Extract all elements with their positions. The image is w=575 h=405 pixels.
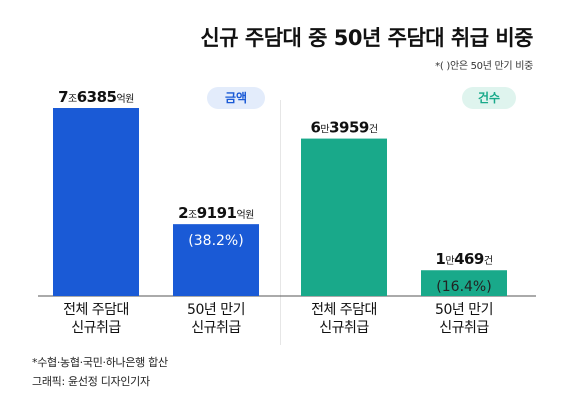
chart-title: 신규 주담대 중 50년 주담대 취급 비중 [200,26,533,50]
axis-label-line2: 신규취급 [71,320,121,336]
bar-count-0 [301,138,387,296]
share-label-amount: (38.2%) [188,233,243,249]
axis-label-amount-total: 전체 주담대 신규취급 [40,301,152,337]
axis-label-line1: 전체 주담대 [63,302,129,318]
axis-label-line1: 전체 주담대 [311,302,377,318]
value-label-amount-0: 7조6385억원 [58,88,134,106]
axis-label-count-50y: 50년 만기 신규취급 [408,301,520,337]
axis-label-line2: 신규취급 [191,320,241,336]
bar-amount-0 [53,108,139,296]
bar-count-1 [421,270,507,296]
axis-label-line2: 신규취급 [439,320,489,336]
value-label-count-0: 6만3959건 [310,119,377,137]
amount-pill: 금액 [207,87,265,109]
axis-label-line2: 신규취급 [319,320,369,336]
share-label-count: (16.4%) [436,279,491,295]
axis-label-amount-50y: 50년 만기 신규취급 [160,301,272,337]
footnote-banks: *수협·농협·국민·하나은행 합산 [32,356,168,369]
count-pill: 건수 [462,87,516,109]
value-label-amount-1: 2조9191억원 [178,204,254,222]
bar-amount-1 [173,224,259,296]
footnote-credit: 그래픽: 윤선정 디자인기자 [32,375,150,388]
axis-label-count-total: 전체 주담대 신규취급 [288,301,400,337]
axis-label-line1: 50년 만기 [187,302,245,318]
panel-divider [280,100,281,345]
chart-subtitle: *( )안은 50년 만기 비중 [435,61,533,72]
value-label-count-1: 1만469건 [435,250,492,268]
axis-label-line1: 50년 만기 [435,302,493,318]
